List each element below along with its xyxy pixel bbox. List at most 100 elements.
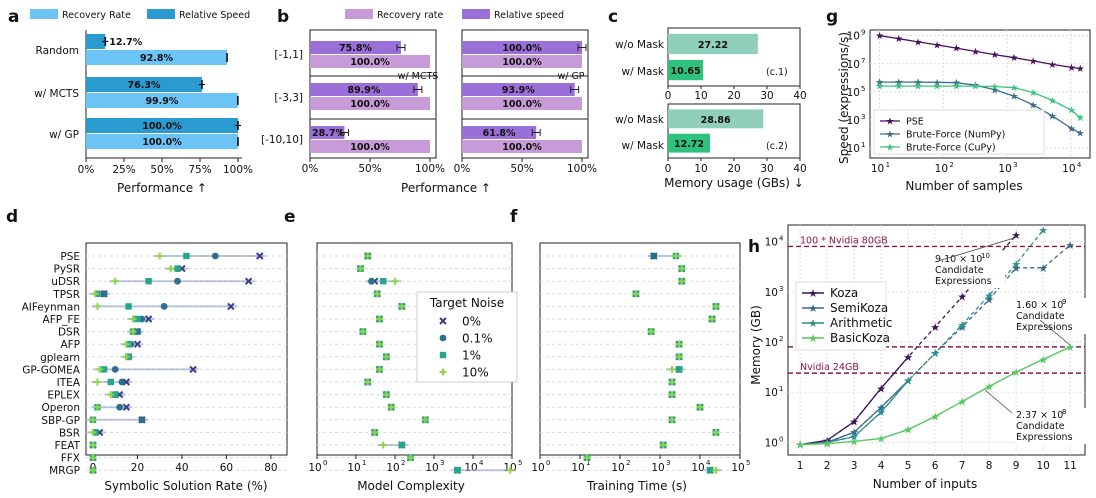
marker-plus (371, 428, 379, 436)
g-legend-entry: Brute-Force (CuPy) (906, 143, 996, 154)
marker-circle (211, 252, 219, 260)
g-point: ★ (933, 40, 942, 51)
e-legend-box (416, 291, 518, 383)
c-category: w/o Mask (615, 39, 665, 51)
c-bar-label: 27.22 (698, 40, 728, 51)
g-point: ★ (1048, 60, 1057, 71)
h-ytick: 10 (765, 337, 778, 349)
g-point: ★ (990, 82, 999, 93)
method-label: Operon (41, 402, 80, 414)
h-ylabel: Memory (GB) (749, 305, 763, 385)
marker-plus (506, 466, 514, 474)
h-annotation-exp: 8 (1062, 408, 1066, 416)
b-xtick: 0% (302, 163, 319, 175)
g-xtick-exp: 2 (949, 161, 953, 169)
b-bar-speed (462, 41, 582, 54)
h-point: ★ (822, 434, 832, 447)
h-point: ★ (1065, 341, 1075, 354)
h-point: ★ (1038, 262, 1048, 275)
marker-circle (368, 277, 375, 285)
h-point: ★ (984, 294, 994, 307)
h-annotation-exp: 10 (981, 252, 990, 260)
marker-plus (356, 265, 364, 273)
h-point: ★ (876, 382, 886, 395)
marker-plus (89, 466, 97, 474)
a-xtick: 100% (223, 164, 253, 176)
marker-plus (708, 315, 716, 323)
c-xlabel: Memory usage (GBs) ↓ (664, 176, 804, 190)
marker-plus (364, 378, 372, 386)
xtick: 60 (220, 462, 233, 474)
xtick: 10 (731, 462, 744, 474)
marker-plus (712, 428, 720, 436)
method-label: AFP_FE (43, 314, 80, 326)
marker-plus (167, 265, 175, 273)
c-xtick: 0 (665, 90, 672, 102)
marker-circle (116, 403, 124, 411)
a-bar-recovery (86, 50, 228, 65)
xtick-exp: 4 (479, 459, 484, 467)
g-xtick: 10 (935, 163, 948, 175)
h-point: ★ (1065, 239, 1075, 252)
g-xtick: 10 (871, 163, 884, 175)
h-ytick: 10 (765, 437, 778, 449)
g-point: ★ (894, 34, 903, 45)
h-xtick: 4 (878, 460, 885, 472)
h-point: ★ (957, 396, 967, 409)
panel-g: 10 1 10 2 10 3 10 410 110 310 510 710 9 ★ ★ ★ ★ ★ ★ ★ ★ ★ ★ ★ ★★… (837, 29, 1091, 193)
marker-plus (93, 378, 101, 386)
marker-plus (122, 353, 130, 361)
xtick: 40 (175, 462, 188, 474)
g-point: ★ (875, 31, 884, 42)
b-recovery-label: 100.0% (350, 99, 390, 110)
g-point: ★ (894, 78, 903, 89)
method-label: GP-GOMEA (22, 364, 81, 376)
h-point: ★ (957, 321, 967, 334)
g-xtick: 10 (998, 163, 1011, 175)
a-category-random: Random (36, 45, 79, 57)
g-point: ★ (1048, 96, 1057, 107)
method-label: ITEA (57, 377, 81, 389)
b-speed-label: 28.7% (312, 128, 345, 139)
a-xlabel: Performance ↑ (117, 181, 207, 195)
b-category: [-1,1] (274, 49, 303, 61)
h-point: ★ (1038, 224, 1048, 237)
marker-square (439, 351, 447, 359)
method-label: SBP-GP (41, 415, 80, 427)
marker-circle (160, 303, 168, 310)
b-left-title: w/ MCTS (398, 71, 439, 82)
marker-plus (93, 302, 101, 310)
h-point: ★ (1011, 262, 1021, 275)
g-ylabel: Speed (expressions/s) (837, 32, 851, 164)
h-ytick-exp: 1 (779, 385, 783, 393)
h-annotation-line3: Expressions (1016, 432, 1073, 443)
c-xtick: 0 (665, 163, 672, 175)
b-speed-label: 93.9% (502, 85, 535, 96)
g-point: ★ (1067, 124, 1076, 135)
marker-plus (375, 315, 383, 323)
xtick-exp: 2 (626, 459, 630, 467)
c-bar (668, 133, 710, 153)
h-annotation-line2: Candidate (1016, 421, 1065, 432)
xtick-exp: 3 (666, 459, 670, 467)
xtick: 10 (571, 462, 584, 474)
xtick-exp: 1 (362, 459, 366, 467)
g-point: ★ (1009, 83, 1018, 94)
marker-square (134, 315, 141, 323)
c-top-tag: (c.1) (766, 67, 788, 78)
c-bar-label: 28.86 (701, 115, 731, 126)
marker-square (107, 378, 114, 386)
b-bar-speed (310, 83, 418, 96)
a-speed-label: 76.3% (128, 80, 161, 91)
h-point: ★ (903, 351, 913, 364)
e-legend-entry: 1% (462, 349, 481, 363)
g-point: ★ (1076, 113, 1085, 124)
a-recovery-label: 99.9% (145, 96, 178, 107)
h-point: ★ (1011, 258, 1021, 271)
g-legend-marker: ★ (886, 143, 895, 154)
c-bar-label: 10.65 (671, 66, 701, 77)
b-bar-recovery (462, 140, 582, 153)
marker-plus (379, 441, 387, 449)
b-category: [-10,10] (261, 134, 303, 146)
h-point: ★ (930, 321, 940, 334)
